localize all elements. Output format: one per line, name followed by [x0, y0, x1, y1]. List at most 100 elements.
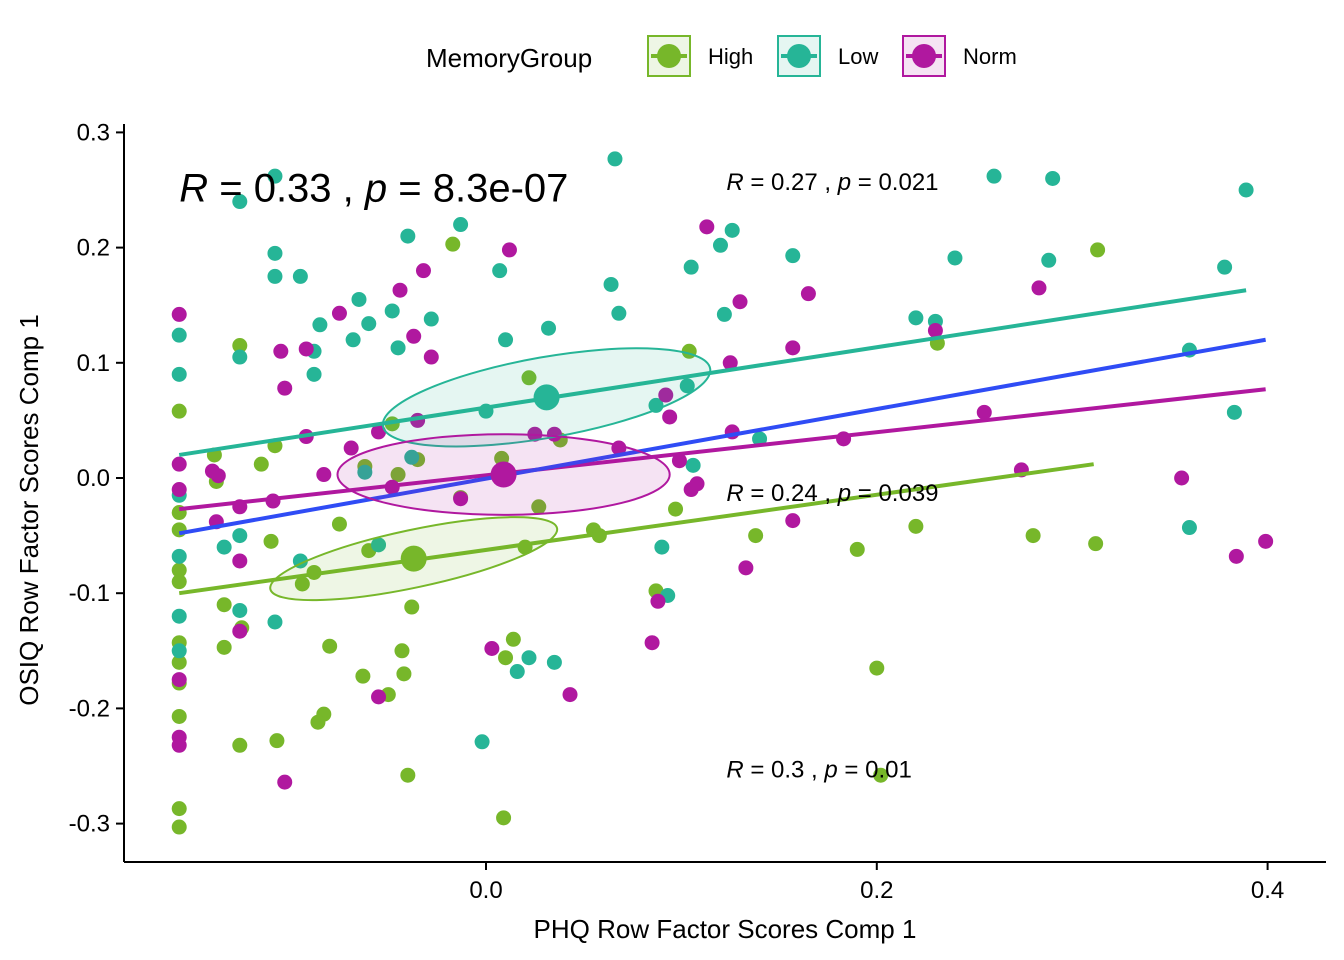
data-point [171, 327, 187, 343]
data-point [685, 457, 701, 473]
data-point [400, 767, 416, 783]
data-point [371, 689, 387, 705]
legend-title: MemoryGroup [426, 43, 592, 73]
data-point [171, 366, 187, 382]
x-axis-title: PHQ Row Factor Scores Comp 1 [534, 914, 917, 944]
y-axis-title: OSIQ Row Factor Scores Comp 1 [14, 314, 44, 706]
data-point [521, 370, 537, 386]
legend-label: Low [838, 44, 878, 69]
data-point [668, 501, 684, 517]
data-point [267, 168, 283, 184]
data-point [800, 286, 816, 302]
data-point [343, 440, 359, 456]
data-point [390, 340, 406, 356]
y-tick-label: -0.3 [69, 811, 110, 838]
data-point [947, 250, 963, 266]
data-point [908, 310, 924, 326]
legend-key-point [657, 44, 681, 68]
series-high-points [171, 236, 1106, 835]
data-point [986, 168, 1002, 184]
data-point [712, 237, 728, 253]
data-point [312, 317, 328, 333]
data-point [171, 574, 187, 590]
data-point [171, 708, 187, 724]
data-point [1045, 170, 1061, 186]
data-point [232, 338, 248, 354]
data-point [232, 553, 248, 569]
centroid-norm [490, 461, 517, 488]
data-point [322, 638, 338, 654]
stat-label-high: R = 0.3 , p = 0.01 [726, 757, 911, 784]
fit-line-low [178, 288, 1247, 457]
data-point [785, 248, 801, 264]
data-point [263, 533, 279, 549]
data-point [216, 597, 232, 613]
x-tick-label: 0.0 [469, 877, 502, 904]
data-point [492, 263, 508, 279]
data-point [171, 306, 187, 322]
data-point [716, 306, 732, 322]
data-point [748, 528, 764, 544]
data-point [331, 305, 347, 321]
data-point [445, 236, 461, 252]
data-point [171, 672, 187, 688]
data-point [351, 291, 367, 307]
data-point [415, 263, 431, 279]
data-point [654, 539, 670, 555]
data-point [232, 528, 248, 544]
data-point [392, 282, 408, 298]
data-point [267, 245, 283, 261]
fit-lines-layer [178, 288, 1266, 596]
data-point [498, 650, 514, 666]
data-point [785, 340, 801, 356]
data-point [404, 599, 420, 615]
data-point [453, 491, 469, 507]
stat-labels-layer: R = 0.33 , p = 8.3e-07 R = 0.3 , p = 0.01… [179, 167, 938, 784]
data-point [216, 539, 232, 555]
data-point [361, 316, 377, 332]
data-point [521, 650, 537, 666]
data-point [171, 548, 187, 564]
data-point [357, 464, 373, 480]
legend-entry-low: Low [777, 35, 878, 77]
data-point [232, 349, 248, 365]
ellipse-layer [269, 347, 712, 602]
data-point [785, 513, 801, 529]
y-tick-label: 0.1 [77, 350, 110, 377]
data-point [1088, 536, 1104, 552]
y-axis-ticks: -0.3 -0.2 -0.1 0.0 0.1 0.2 0.3 [69, 119, 124, 838]
data-point [267, 268, 283, 284]
legend-entries: High Low Norm [647, 35, 1017, 77]
data-point [873, 767, 889, 783]
axes: 0.0 0.2 0.4 -0.3 -0.2 -0.1 0.0 0.1 0.2 0.3 PHQ R… [14, 119, 1326, 944]
data-point [294, 576, 310, 592]
centroid-high [400, 545, 427, 572]
data-point [501, 242, 517, 258]
data-point [253, 456, 269, 472]
data-point [509, 664, 525, 680]
data-point [306, 366, 322, 382]
data-point [423, 311, 439, 327]
data-point [603, 276, 619, 292]
data-point [541, 320, 557, 336]
data-point [683, 259, 699, 275]
stat-label-overall: R = 0.33 , p = 8.3e-07 [179, 167, 568, 211]
data-point [496, 810, 512, 826]
data-point [171, 608, 187, 624]
y-tick-label: -0.2 [69, 695, 110, 722]
y-tick-label: 0.3 [77, 119, 110, 146]
series-low-points [171, 151, 1254, 750]
data-point [171, 456, 187, 472]
fit-line-high [178, 462, 1094, 596]
data-point [316, 467, 332, 483]
data-point [927, 323, 943, 339]
data-point [732, 294, 748, 310]
data-point [292, 268, 308, 284]
data-point [1228, 548, 1244, 564]
data-point [216, 639, 232, 655]
data-point [171, 403, 187, 419]
data-point [384, 303, 400, 319]
data-point [400, 228, 416, 244]
stat-label-low: R = 0.27 , p = 0.021 [726, 169, 938, 196]
data-point [505, 631, 521, 647]
